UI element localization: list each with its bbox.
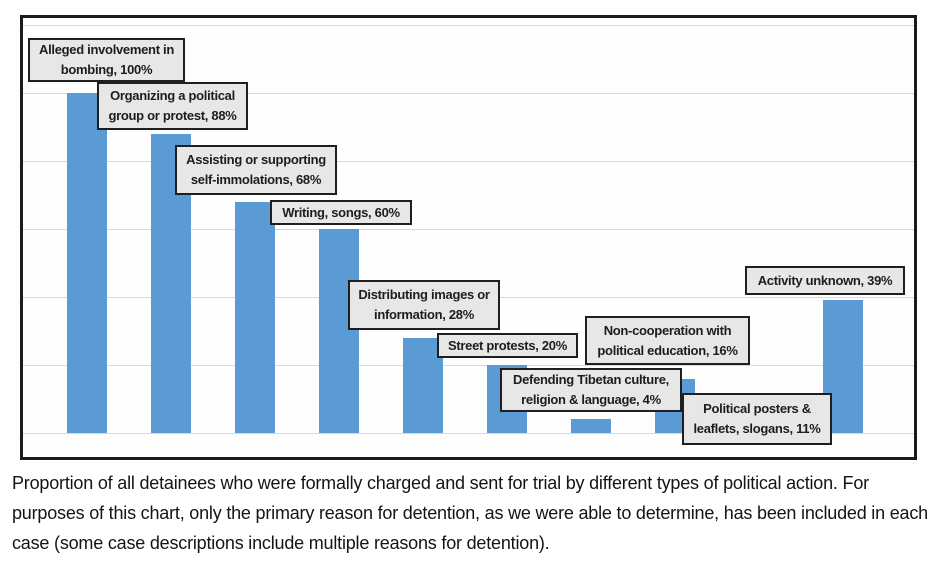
data-label-text: information, 28% <box>374 307 474 322</box>
data-label-text: religion & language, 4% <box>521 392 661 407</box>
gridline-60pct <box>23 229 914 230</box>
bar-3 <box>235 201 275 433</box>
data-label-8: Non-cooperation with political education,… <box>585 316 750 365</box>
data-label-text: Activity unknown, 39% <box>757 272 893 288</box>
data-label-text: bombing, 100% <box>60 62 153 77</box>
bar-7 <box>571 419 611 433</box>
data-label-6: Street protests, 20% <box>437 333 578 358</box>
data-label-3: Assisting or supporting self-immolations,… <box>175 145 337 195</box>
data-label-text: political education, 16% <box>597 342 738 358</box>
data-label-2: Organizing a political group or protest, … <box>97 82 248 130</box>
data-label-text: leaflets, slogans, 11% <box>693 421 821 436</box>
data-label-text: Organizing a political <box>110 88 235 103</box>
gridline-20pct <box>23 365 914 366</box>
data-label-5: Distributing images or information, 28% <box>348 280 500 330</box>
data-label-text: Non-cooperation with <box>603 322 732 338</box>
gridline-80pct <box>23 161 914 162</box>
gridline-120pct <box>23 25 914 26</box>
data-label-text: Defending Tibetan culture, <box>513 372 669 387</box>
chart-caption: Proportion of all detainees who were for… <box>12 473 928 553</box>
data-label-text: self-immolations, 68% <box>190 172 322 187</box>
data-label-7: Defending Tibetan culture, religion & lan… <box>500 368 682 412</box>
gridline-100pct <box>23 93 914 94</box>
data-label-text: Alleged involvement in <box>39 42 174 57</box>
data-label-9: Political posters & leaflets, slogans, 11… <box>682 393 832 445</box>
bar-5 <box>403 337 443 433</box>
chart-plot-area: Alleged involvement in bombing, 100% Organ… <box>23 18 914 457</box>
data-label-text: Assisting or supporting <box>186 152 326 167</box>
data-label-text: Political posters & <box>703 401 811 416</box>
gridline-0pct <box>23 433 914 434</box>
data-label-text: Distributing images or <box>358 287 490 302</box>
data-label-4: Writing, songs, 60% <box>270 200 412 225</box>
bar-chart-frame: Alleged involvement in bombing, 100% Organ… <box>20 15 917 460</box>
data-label-text: Writing, songs, 60% <box>282 204 400 220</box>
data-label-10: Activity unknown, 39% <box>745 266 905 295</box>
bar-1 <box>67 93 107 433</box>
data-label-text: group or protest, 88% <box>108 108 237 123</box>
data-label-1: Alleged involvement in bombing, 100% <box>28 38 185 82</box>
data-label-text: Street protests, 20% <box>448 337 567 353</box>
bar-4 <box>319 229 359 433</box>
